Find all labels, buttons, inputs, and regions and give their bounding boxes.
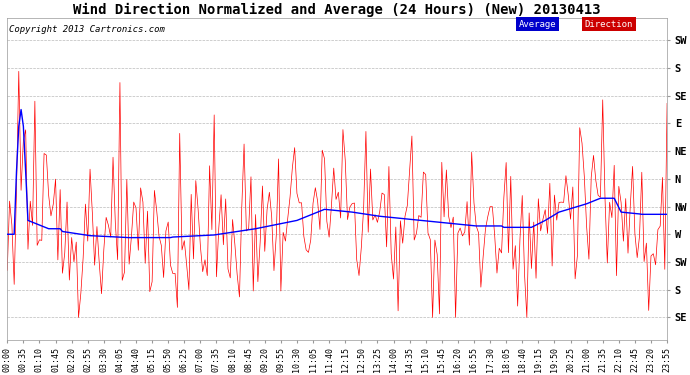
Text: Direction: Direction (584, 20, 633, 29)
Text: Copyright 2013 Cartronics.com: Copyright 2013 Cartronics.com (8, 24, 164, 33)
Text: Average: Average (519, 20, 556, 29)
Title: Wind Direction Normalized and Average (24 Hours) (New) 20130413: Wind Direction Normalized and Average (2… (73, 3, 601, 17)
